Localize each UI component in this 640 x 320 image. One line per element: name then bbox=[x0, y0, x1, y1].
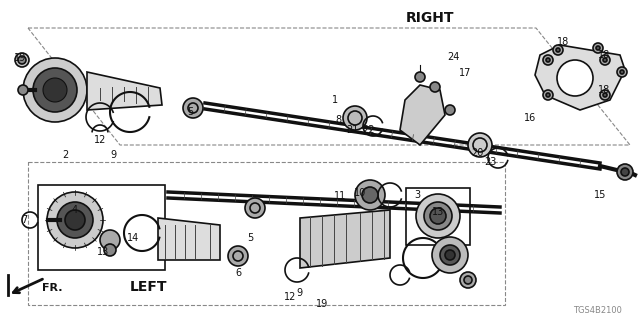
Text: 7: 7 bbox=[21, 215, 27, 225]
Text: 16: 16 bbox=[524, 113, 536, 123]
Circle shape bbox=[415, 72, 425, 82]
Text: 1: 1 bbox=[332, 95, 338, 105]
Circle shape bbox=[546, 58, 550, 62]
Circle shape bbox=[228, 246, 248, 266]
Text: 19: 19 bbox=[316, 299, 328, 309]
Circle shape bbox=[343, 106, 367, 130]
Text: 15: 15 bbox=[594, 190, 606, 200]
Circle shape bbox=[430, 208, 446, 224]
Text: 14: 14 bbox=[127, 233, 139, 243]
Circle shape bbox=[600, 90, 610, 100]
Text: 10: 10 bbox=[354, 188, 366, 198]
Circle shape bbox=[464, 276, 472, 284]
Text: FR.: FR. bbox=[42, 283, 62, 293]
Text: RIGHT: RIGHT bbox=[406, 11, 454, 25]
Circle shape bbox=[440, 245, 460, 265]
Circle shape bbox=[600, 55, 610, 65]
Circle shape bbox=[245, 198, 265, 218]
Polygon shape bbox=[300, 210, 390, 268]
Text: 13: 13 bbox=[97, 247, 109, 257]
Circle shape bbox=[430, 82, 440, 92]
Circle shape bbox=[362, 187, 378, 203]
Text: 22: 22 bbox=[362, 125, 374, 135]
Circle shape bbox=[543, 90, 553, 100]
Circle shape bbox=[557, 60, 593, 96]
Circle shape bbox=[100, 230, 120, 250]
Circle shape bbox=[603, 58, 607, 62]
Polygon shape bbox=[158, 218, 220, 260]
Circle shape bbox=[65, 210, 85, 230]
Circle shape bbox=[57, 202, 93, 238]
Text: 12: 12 bbox=[94, 135, 106, 145]
Circle shape bbox=[460, 272, 476, 288]
Polygon shape bbox=[87, 72, 162, 110]
Text: 12: 12 bbox=[284, 292, 296, 302]
Text: 9: 9 bbox=[296, 288, 302, 298]
Circle shape bbox=[556, 48, 560, 52]
Circle shape bbox=[183, 98, 203, 118]
Circle shape bbox=[543, 55, 553, 65]
Text: 2: 2 bbox=[62, 150, 68, 160]
Circle shape bbox=[47, 192, 103, 248]
Text: 9: 9 bbox=[110, 150, 116, 160]
Circle shape bbox=[603, 93, 607, 97]
Circle shape bbox=[18, 56, 26, 64]
Bar bbox=[406, 188, 470, 245]
Circle shape bbox=[424, 202, 452, 230]
Text: 23: 23 bbox=[484, 157, 496, 167]
Circle shape bbox=[468, 133, 492, 157]
Text: 21: 21 bbox=[346, 125, 358, 135]
Circle shape bbox=[553, 45, 563, 55]
Circle shape bbox=[104, 244, 116, 256]
Circle shape bbox=[445, 250, 455, 260]
Circle shape bbox=[546, 93, 550, 97]
Circle shape bbox=[23, 58, 87, 122]
Circle shape bbox=[432, 237, 468, 273]
Text: 5: 5 bbox=[187, 107, 193, 117]
Circle shape bbox=[596, 46, 600, 50]
Circle shape bbox=[15, 53, 29, 67]
Circle shape bbox=[620, 70, 624, 74]
Text: 5: 5 bbox=[247, 233, 253, 243]
Text: 17: 17 bbox=[459, 68, 471, 78]
Text: 18: 18 bbox=[557, 37, 569, 47]
Bar bbox=[38, 185, 165, 270]
Circle shape bbox=[33, 68, 77, 112]
Text: 4: 4 bbox=[72, 205, 78, 215]
Text: TGS4B2100: TGS4B2100 bbox=[573, 306, 622, 315]
Polygon shape bbox=[400, 85, 445, 145]
Circle shape bbox=[416, 194, 460, 238]
Text: 18: 18 bbox=[598, 50, 610, 60]
Text: 13: 13 bbox=[432, 207, 444, 217]
Text: 8: 8 bbox=[335, 115, 341, 125]
Circle shape bbox=[18, 85, 28, 95]
Circle shape bbox=[617, 164, 633, 180]
Polygon shape bbox=[535, 45, 625, 110]
Text: 24: 24 bbox=[447, 52, 459, 62]
Text: 19: 19 bbox=[14, 53, 26, 63]
Text: 20: 20 bbox=[471, 148, 483, 158]
Circle shape bbox=[621, 168, 629, 176]
Text: LEFT: LEFT bbox=[129, 280, 167, 294]
Text: 11: 11 bbox=[334, 191, 346, 201]
Text: 18: 18 bbox=[598, 85, 610, 95]
Circle shape bbox=[355, 180, 385, 210]
Text: 3: 3 bbox=[414, 190, 420, 200]
Circle shape bbox=[593, 43, 603, 53]
Text: 6: 6 bbox=[235, 268, 241, 278]
Circle shape bbox=[445, 105, 455, 115]
Circle shape bbox=[43, 78, 67, 102]
Circle shape bbox=[617, 67, 627, 77]
